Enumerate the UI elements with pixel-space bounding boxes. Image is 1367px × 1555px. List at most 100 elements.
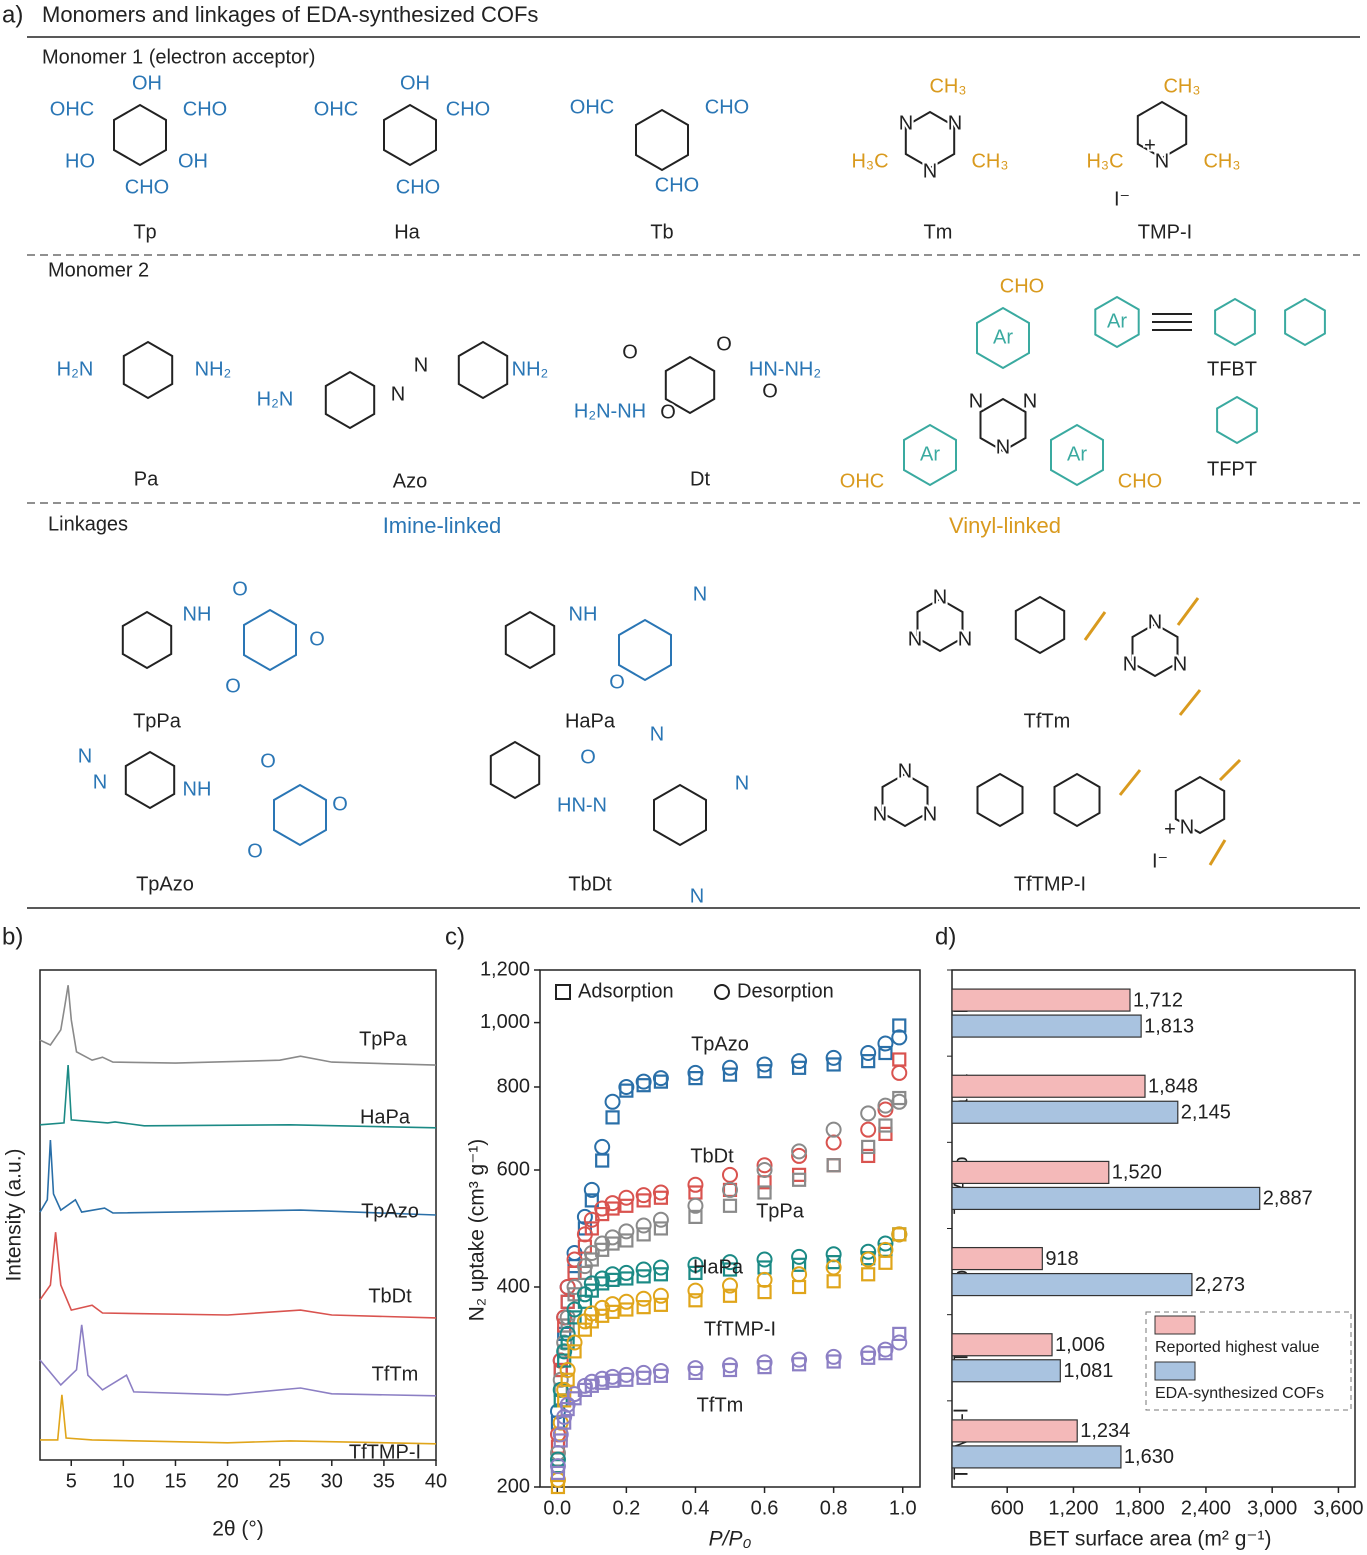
adsorption-point bbox=[722, 1288, 738, 1303]
atom-label: Ar bbox=[1067, 443, 1087, 465]
atom-label: N bbox=[873, 803, 887, 825]
adsorption-point bbox=[722, 1262, 738, 1277]
atom-label: N bbox=[650, 723, 664, 745]
molecule-name: TbDt bbox=[568, 873, 612, 895]
desorption-point bbox=[594, 1138, 611, 1155]
desorption-point bbox=[756, 1271, 773, 1288]
adsorption-point bbox=[653, 1190, 669, 1205]
adsorption-point bbox=[878, 1346, 893, 1361]
ring bbox=[976, 772, 1024, 828]
adsorption-point bbox=[636, 1078, 651, 1093]
ring bbox=[243, 608, 297, 672]
vinyl-bond bbox=[1118, 769, 1142, 796]
desorption-point bbox=[860, 1105, 877, 1122]
adsorption-point bbox=[722, 1362, 738, 1378]
adsorption-point bbox=[826, 1354, 841, 1369]
molecule-name: Tp bbox=[133, 221, 156, 243]
adsorption-point bbox=[861, 1148, 876, 1164]
adsorption-point bbox=[791, 1172, 807, 1187]
atom-label: N bbox=[735, 772, 749, 794]
adsorption-point bbox=[557, 1415, 572, 1430]
adsorption-point bbox=[791, 1357, 807, 1372]
adsorption-point bbox=[892, 1227, 907, 1242]
panel-label: d) bbox=[935, 923, 956, 950]
x-tick-label: 35 bbox=[373, 1470, 395, 1492]
ring bbox=[122, 340, 174, 400]
adsorption-point bbox=[619, 1302, 634, 1317]
adsorption-point bbox=[861, 1350, 876, 1365]
ar-symbol: Ar bbox=[1107, 310, 1127, 332]
adsorption-point bbox=[595, 1308, 610, 1323]
x-tick-label: 0.0 bbox=[543, 1497, 571, 1519]
desorption-point bbox=[791, 1147, 808, 1164]
ring bbox=[113, 103, 167, 167]
adsorption-point bbox=[757, 1185, 772, 1200]
atom-label: CHO bbox=[655, 174, 699, 196]
y-tick-label: 800 bbox=[497, 1075, 530, 1097]
molecule-name: Tb bbox=[650, 221, 673, 243]
x-tick-label: 3,600 bbox=[1313, 1497, 1363, 1519]
adsorption-point bbox=[653, 1297, 669, 1312]
desorption-point bbox=[594, 1299, 611, 1316]
adsorption-point bbox=[688, 1365, 703, 1381]
vinyl-bond bbox=[1176, 597, 1200, 626]
adsorption-point bbox=[577, 1265, 593, 1281]
value-label: 1,813 bbox=[1144, 1015, 1194, 1037]
value-label: 2,145 bbox=[1181, 1102, 1231, 1124]
ring bbox=[1131, 622, 1179, 678]
atom-label: O bbox=[225, 675, 241, 697]
y-tick-label: 400 bbox=[497, 1275, 530, 1297]
adsorption-point bbox=[553, 1433, 568, 1448]
atom-label: OH bbox=[400, 72, 430, 94]
adsorption-point bbox=[688, 1265, 703, 1281]
ring bbox=[1216, 395, 1258, 445]
desorption-point bbox=[825, 1134, 842, 1151]
atom-label: N bbox=[996, 436, 1010, 458]
desorption-point bbox=[687, 1256, 704, 1273]
section-title: Monomer 1 (electron acceptor) bbox=[42, 46, 315, 68]
bar bbox=[951, 1186, 1261, 1211]
adsorption-point bbox=[791, 1279, 807, 1295]
section-title: Linkages bbox=[48, 513, 128, 535]
molecule-name: Dt bbox=[690, 468, 710, 490]
adsorption-point bbox=[861, 1139, 876, 1155]
atom-label: CHO bbox=[705, 96, 749, 118]
atom-label: N bbox=[898, 760, 912, 782]
atom-label: O bbox=[580, 746, 596, 768]
atom-label: O bbox=[660, 401, 676, 423]
atom-label: H₂N-NH bbox=[574, 400, 646, 422]
atom-label: CHO bbox=[1000, 275, 1044, 297]
x-axis-label: P/P₀ bbox=[709, 1528, 752, 1551]
linkage-class: Vinyl-linked bbox=[949, 513, 1061, 538]
vinyl-bond bbox=[1208, 839, 1227, 866]
bar bbox=[951, 1100, 1179, 1124]
adsorption-point bbox=[605, 1304, 620, 1319]
x-axis-label: 2θ (°) bbox=[212, 1518, 264, 1541]
bar bbox=[951, 1419, 1078, 1443]
x-tick-label: 0.2 bbox=[612, 1497, 640, 1519]
adsorption-point bbox=[892, 1018, 907, 1033]
y-tick-label: 1,000 bbox=[480, 1011, 530, 1033]
desorption-point bbox=[860, 1251, 877, 1268]
adsorption-point bbox=[791, 1257, 807, 1272]
adsorption-point bbox=[636, 1269, 651, 1284]
adsorption-point bbox=[878, 1126, 893, 1141]
desorption-point bbox=[756, 1162, 773, 1179]
desorption-point bbox=[618, 1293, 635, 1310]
desorption-point bbox=[556, 1381, 573, 1398]
adsorption-point bbox=[605, 1110, 620, 1125]
y-axis-label: Intensity (a.u.) bbox=[3, 1148, 26, 1281]
series-label: TfTm bbox=[697, 1394, 744, 1416]
series-label: TpAzo bbox=[361, 1200, 419, 1222]
atom-label: OHC bbox=[840, 470, 884, 492]
ring bbox=[383, 103, 437, 167]
atom-label: NH₂ bbox=[195, 358, 232, 380]
adsorption-point bbox=[826, 1158, 841, 1173]
bar bbox=[951, 1160, 1110, 1185]
adsorption-point bbox=[560, 1372, 575, 1387]
atom-label: O bbox=[622, 341, 638, 363]
ring bbox=[635, 108, 689, 172]
atom-label: HO bbox=[65, 150, 95, 172]
atom-label: + bbox=[1164, 818, 1176, 840]
ring bbox=[1053, 772, 1101, 828]
